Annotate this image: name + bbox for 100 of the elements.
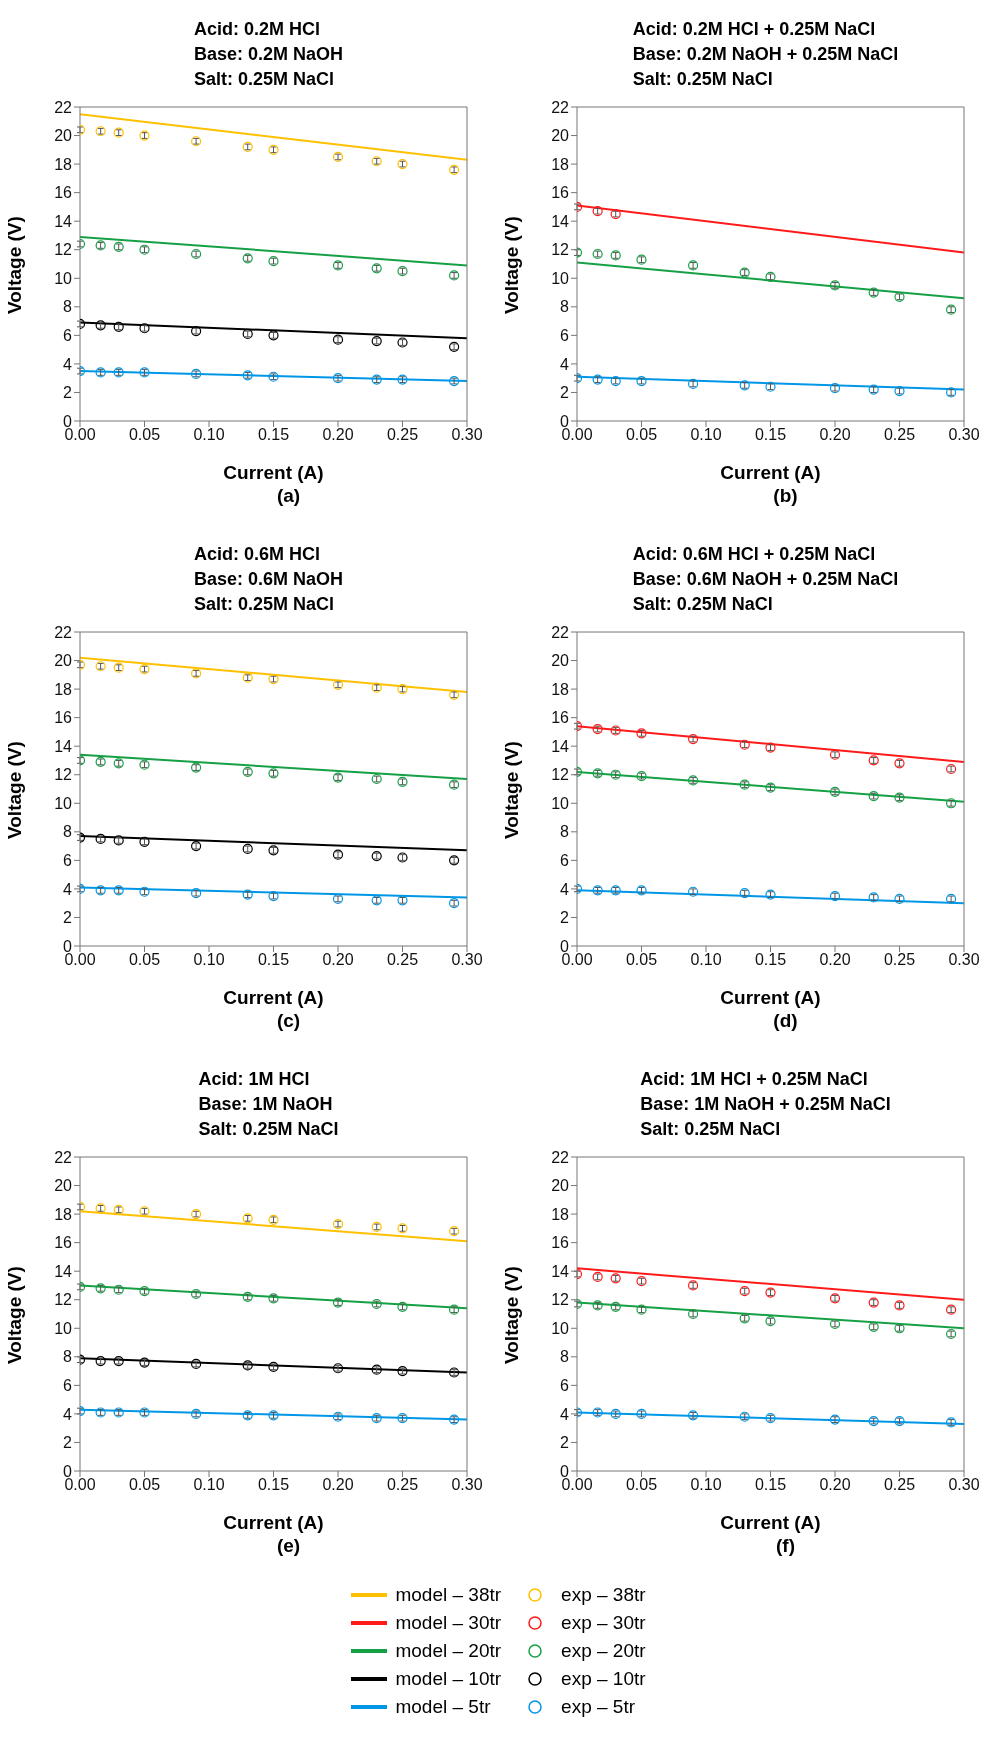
x-tick-label: 0.00 [561, 426, 593, 444]
x-tick-label: 0.30 [451, 951, 483, 969]
y-tick-label: 20 [54, 127, 73, 145]
y-tick-label: 16 [54, 184, 73, 202]
y-tick-label: 22 [551, 623, 570, 641]
text: (e) [275, 1535, 302, 1557]
x-tick-label: 0.30 [948, 951, 980, 969]
x-tick-label: 0.15 [257, 951, 290, 969]
text: (d) [772, 1010, 799, 1032]
y-tick-label: 14 [54, 737, 73, 755]
y-tick-label: 16 [54, 1234, 73, 1252]
x-tick-label: 0.05 [625, 426, 658, 444]
y-tick-label: 2 [63, 909, 73, 927]
y-tick-label: 14 [54, 212, 73, 230]
y-tick-label: 10 [551, 1319, 570, 1337]
y-axis-title: Voltage (V) [500, 1266, 522, 1364]
y-tick-label: 8 [63, 823, 73, 841]
x-tick-label: 0.00 [64, 426, 96, 444]
x-axis-title: Current (A) [223, 987, 324, 1008]
y-tick-label: 22 [54, 1148, 73, 1166]
y-tick-label: 20 [54, 652, 73, 670]
y-tick-label: 4 [63, 880, 73, 898]
x-tick-label: 0.10 [193, 426, 225, 444]
chart-title: Acid: 0.2M HCl Base: 0.2M NaOH Salt: 0.25M NaCl [193, 18, 344, 91]
legend-label: exp – 20tr [561, 1640, 646, 1662]
legend-label: exp – 38tr [561, 1584, 646, 1606]
legend-label: exp – 10tr [561, 1668, 646, 1690]
y-tick-label: 20 [551, 127, 570, 145]
y-tick-label: 6 [560, 327, 570, 345]
x-tick-label: 0.15 [257, 426, 290, 444]
y-tick-label: 4 [63, 355, 73, 373]
y-axis-title: Voltage (V) [3, 216, 25, 314]
x-tick-label: 0.15 [754, 426, 787, 444]
x-tick-label: 0.20 [322, 1476, 354, 1494]
y-tick-label: 20 [551, 652, 570, 670]
text: (c) [275, 1010, 302, 1032]
x-tick-label: 0.20 [322, 426, 354, 444]
x-tick-label: 0.20 [819, 951, 851, 969]
chart-title: Acid: 1M HCl + 0.25M NaCl Base: 1M NaOH + 0.25M NaCl Salt: 0.25M NaCl [640, 1068, 891, 1141]
legend-label: model – 5tr [395, 1696, 491, 1718]
x-tick-label: 0.10 [690, 1476, 722, 1494]
legend-label: model – 38tr [395, 1584, 502, 1606]
x-tick-label: 0.15 [257, 1476, 290, 1494]
chart-title: Acid: 0.6M HCl Base: 0.6M NaOH Salt: 0.25M NaCl [193, 543, 344, 616]
y-axis-title: Voltage (V) [3, 1266, 25, 1364]
y-tick-label: 12 [551, 1291, 570, 1309]
x-tick-label: 0.25 [386, 951, 419, 969]
x-axis-title: Current (A) [720, 462, 821, 483]
y-tick-label: 10 [551, 269, 570, 287]
y-tick-label: 8 [560, 1348, 570, 1366]
x-tick-label: 0.30 [948, 426, 980, 444]
y-tick-label: 2 [560, 1434, 570, 1452]
x-tick-label: 0.25 [883, 1476, 916, 1494]
y-tick-label: 12 [54, 1291, 73, 1309]
y-tick-label: 20 [551, 1177, 570, 1195]
y-tick-label: 14 [551, 212, 570, 230]
x-axis-title: Current (A) [720, 987, 821, 1008]
y-tick-label: 10 [551, 794, 570, 812]
y-tick-label: 2 [560, 384, 570, 402]
y-tick-label: 6 [560, 1377, 570, 1395]
y-tick-label: 22 [54, 98, 73, 116]
y-tick-label: 22 [551, 1148, 570, 1166]
x-tick-label: 0.10 [690, 426, 722, 444]
y-tick-label: 12 [54, 766, 73, 784]
y-tick-label: 4 [560, 880, 570, 898]
x-tick-label: 0.30 [948, 1476, 980, 1494]
y-tick-label: 10 [54, 794, 73, 812]
y-tick-label: 14 [551, 737, 570, 755]
y-tick-label: 18 [54, 155, 73, 173]
x-tick-label: 0.25 [386, 1476, 419, 1494]
chart-title: Acid: 1M HCl Base: 1M NaOH Salt: 0.25M NaCl [198, 1068, 339, 1141]
y-tick-label: 6 [63, 852, 73, 870]
x-tick-label: 0.05 [625, 1476, 658, 1494]
y-tick-label: 18 [54, 680, 73, 698]
x-tick-label: 0.20 [322, 951, 354, 969]
x-tick-label: 0.20 [819, 426, 851, 444]
x-tick-label: 0.05 [128, 951, 161, 969]
x-tick-label: 0.25 [883, 426, 916, 444]
y-tick-label: 2 [63, 1434, 73, 1452]
text: (a) [275, 485, 302, 507]
y-axis-title: Voltage (V) [3, 741, 25, 839]
y-tick-label: 6 [560, 852, 570, 870]
y-tick-label: 8 [63, 298, 73, 316]
y-tick-label: 14 [551, 1262, 570, 1280]
y-tick-label: 10 [54, 269, 73, 287]
legend-label: model – 30tr [395, 1612, 502, 1634]
x-tick-label: 0.05 [625, 951, 658, 969]
x-axis-title: Current (A) [223, 1512, 324, 1533]
y-tick-label: 16 [551, 184, 570, 202]
x-tick-label: 0.15 [754, 1476, 787, 1494]
y-tick-label: 12 [551, 766, 570, 784]
y-tick-label: 16 [551, 709, 570, 727]
y-tick-label: 16 [54, 709, 73, 727]
y-tick-label: 18 [54, 1205, 73, 1223]
x-tick-label: 0.05 [128, 1476, 161, 1494]
y-tick-label: 12 [54, 241, 73, 259]
x-tick-label: 0.05 [128, 426, 161, 444]
y-axis-title: Voltage (V) [500, 741, 522, 839]
legend-label: exp – 30tr [561, 1612, 646, 1634]
y-tick-label: 12 [551, 241, 570, 259]
